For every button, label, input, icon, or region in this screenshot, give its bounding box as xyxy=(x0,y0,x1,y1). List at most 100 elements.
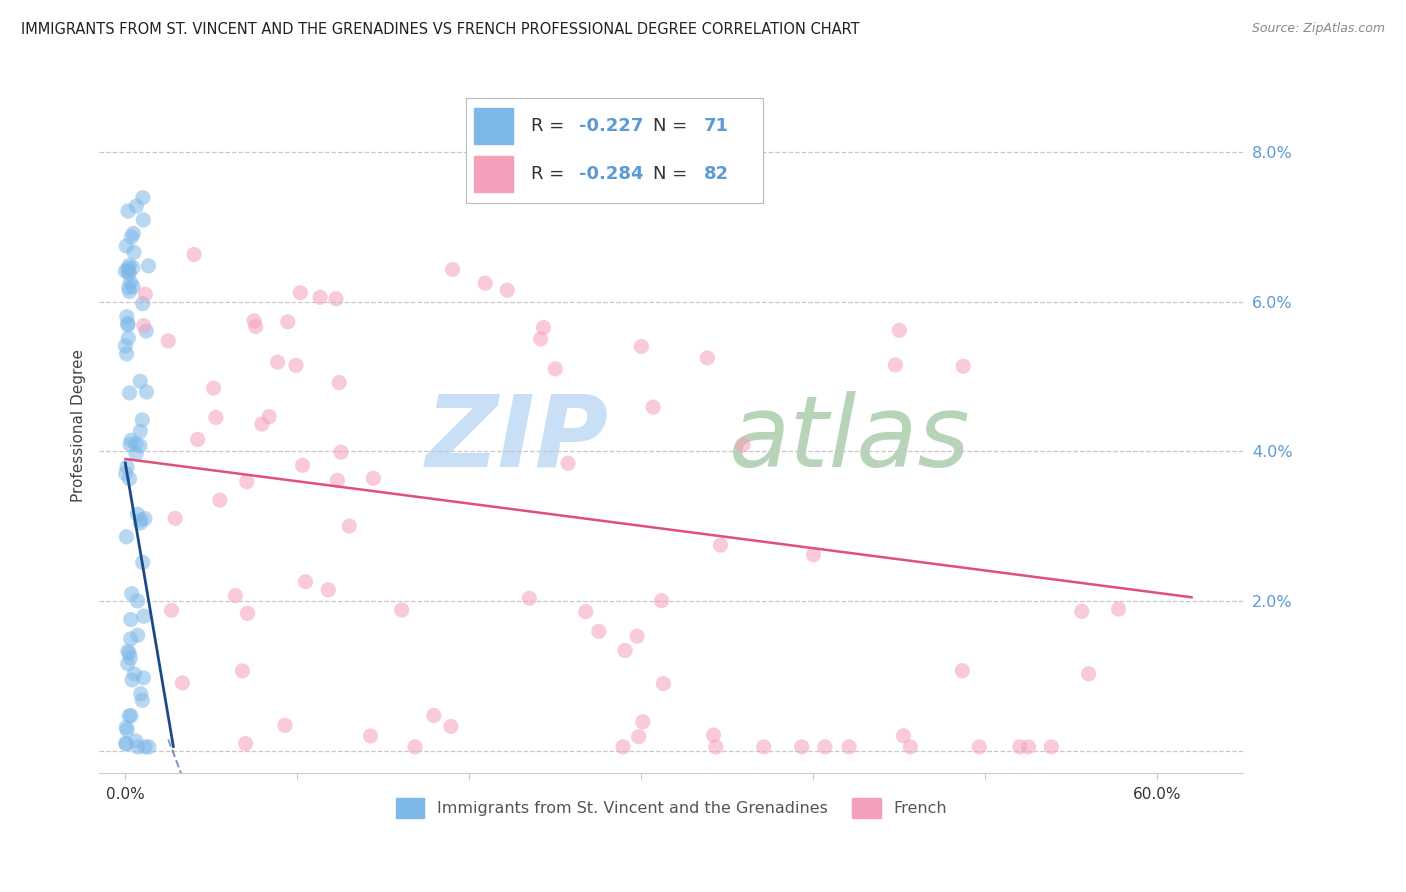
Point xyxy=(125,447,148,461)
Point xyxy=(131,413,153,427)
Point xyxy=(952,359,974,374)
Point xyxy=(118,472,141,486)
Point xyxy=(889,323,911,337)
Point xyxy=(651,593,673,607)
Point xyxy=(115,347,138,361)
Point xyxy=(118,437,141,451)
Point xyxy=(183,247,205,261)
Point xyxy=(898,739,921,754)
Point xyxy=(1040,739,1063,754)
Point xyxy=(630,339,652,353)
Point xyxy=(134,287,156,301)
Point xyxy=(325,292,347,306)
Point xyxy=(115,239,138,253)
Point xyxy=(114,467,136,481)
Point xyxy=(330,445,353,459)
Point xyxy=(440,719,463,733)
Point xyxy=(118,266,141,280)
Point xyxy=(129,425,152,439)
Point xyxy=(114,736,136,750)
Point xyxy=(243,314,266,328)
Point xyxy=(118,709,141,723)
Point xyxy=(284,358,307,372)
Point xyxy=(391,603,413,617)
Point xyxy=(752,739,775,754)
Point xyxy=(117,657,139,671)
Point xyxy=(120,612,142,626)
Point xyxy=(627,730,650,744)
Point xyxy=(117,280,139,294)
Point xyxy=(814,739,837,754)
Point xyxy=(224,589,246,603)
Point xyxy=(1018,739,1040,754)
Point xyxy=(117,331,139,345)
Point xyxy=(131,693,153,707)
Point xyxy=(138,259,160,273)
Point xyxy=(115,737,138,751)
Point xyxy=(884,358,907,372)
Point xyxy=(120,275,142,289)
Point xyxy=(326,474,349,488)
Point xyxy=(122,227,145,241)
Legend: Immigrants from St. Vincent and the Grenadines, French: Immigrants from St. Vincent and the Gren… xyxy=(389,792,953,824)
Point xyxy=(1070,604,1092,618)
Point xyxy=(127,507,149,521)
Point xyxy=(120,632,142,646)
Point xyxy=(328,376,350,390)
Point xyxy=(121,587,143,601)
Point xyxy=(236,607,259,621)
Point xyxy=(132,671,155,685)
Point xyxy=(1008,739,1031,754)
Point xyxy=(652,676,675,690)
Point xyxy=(132,191,155,205)
Point xyxy=(132,318,155,333)
Point xyxy=(294,574,316,589)
Text: atlas: atlas xyxy=(728,391,970,488)
Point xyxy=(132,213,155,227)
Point xyxy=(1077,666,1099,681)
Y-axis label: Professional Degree: Professional Degree xyxy=(72,349,86,502)
Point xyxy=(117,261,139,276)
Point xyxy=(704,739,727,754)
Point xyxy=(291,458,314,473)
Point xyxy=(641,400,664,414)
Point xyxy=(474,276,496,290)
Point xyxy=(277,315,299,329)
Text: IMMIGRANTS FROM ST. VINCENT AND THE GRENADINES VS FRENCH PROFESSIONAL DEGREE COR: IMMIGRANTS FROM ST. VINCENT AND THE GREN… xyxy=(21,22,859,37)
Point xyxy=(614,643,637,657)
Point xyxy=(117,644,139,658)
Point xyxy=(208,493,231,508)
Point xyxy=(696,351,718,365)
Point xyxy=(172,676,194,690)
Point xyxy=(309,290,332,304)
Point xyxy=(129,516,152,530)
Point xyxy=(404,739,426,754)
Point xyxy=(245,319,267,334)
Point xyxy=(423,708,446,723)
Point xyxy=(160,603,183,617)
Point xyxy=(318,582,340,597)
Point xyxy=(135,324,157,338)
Point xyxy=(115,460,138,475)
Point xyxy=(359,729,381,743)
Point xyxy=(290,285,312,300)
Point xyxy=(118,646,141,660)
Point xyxy=(114,339,136,353)
Point xyxy=(114,264,136,278)
Point xyxy=(205,410,228,425)
Point xyxy=(530,332,553,346)
Point xyxy=(121,673,143,687)
Point xyxy=(134,739,156,754)
Point xyxy=(202,381,225,395)
Point xyxy=(115,530,138,544)
Point xyxy=(118,259,141,273)
Point xyxy=(124,667,146,681)
Point xyxy=(731,438,754,452)
Point xyxy=(127,739,149,754)
Point xyxy=(120,651,142,665)
Point xyxy=(117,318,139,332)
Point xyxy=(117,265,139,279)
Point xyxy=(138,739,160,754)
Point xyxy=(1108,602,1130,616)
Point xyxy=(337,519,360,533)
